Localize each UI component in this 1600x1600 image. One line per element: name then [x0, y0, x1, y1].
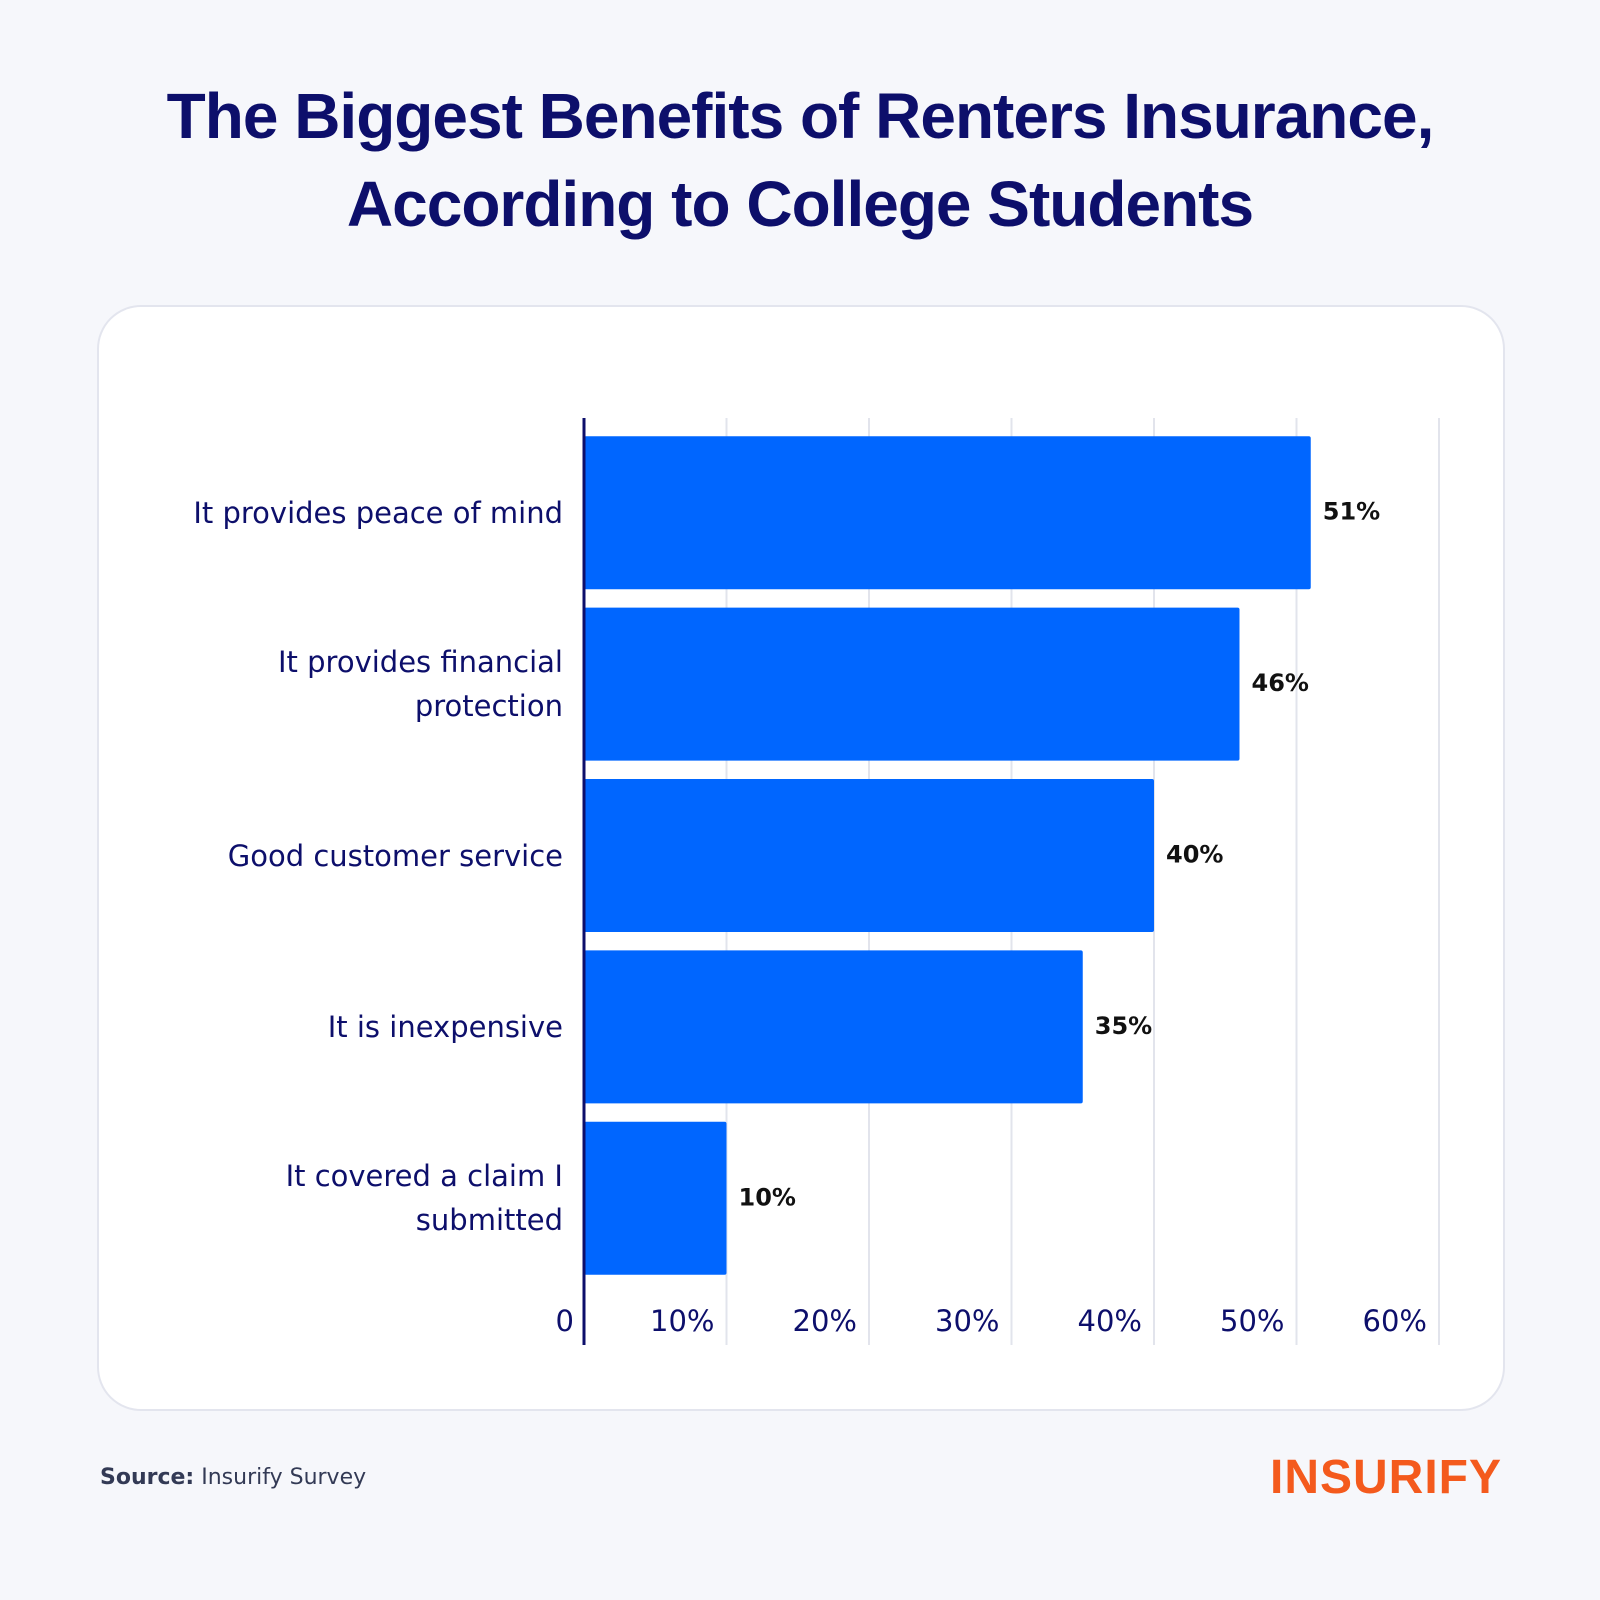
- value-label: 35%: [1095, 1012, 1152, 1040]
- source-text: Insurify Survey: [201, 1465, 367, 1490]
- x-tick-label: 20%: [793, 1304, 857, 1338]
- category-label: It provides peace of mind: [193, 495, 563, 530]
- bar: [584, 950, 1083, 1104]
- bar: [584, 436, 1311, 590]
- category-label: It provides financial protection: [277, 645, 563, 724]
- chart-title: The Biggest Benefits of Renters Insuranc…: [166, 80, 1435, 240]
- value-label: 10%: [739, 1183, 796, 1211]
- source: Source: Insurify Survey: [100, 1465, 366, 1490]
- bar: [584, 607, 1240, 761]
- value-label: 46%: [1252, 669, 1309, 697]
- category-label: It covered a claim I submitted: [285, 1159, 563, 1238]
- value-label: 51%: [1323, 498, 1380, 526]
- x-tick-label: 10%: [650, 1304, 714, 1338]
- x-tick-label: 40%: [1078, 1304, 1142, 1338]
- bar: [584, 779, 1154, 932]
- brand-logo: INSURIFY: [1269, 1451, 1502, 1504]
- bar: [584, 1121, 727, 1275]
- x-tick-label: 30%: [935, 1304, 999, 1338]
- x-tick-label: 60%: [1363, 1304, 1427, 1338]
- x-tick-label: 0: [556, 1304, 574, 1338]
- source-label: Source:: [100, 1465, 195, 1490]
- category-label: It is inexpensive: [327, 1009, 563, 1044]
- value-label: 40%: [1166, 841, 1223, 869]
- category-label: Good customer service: [227, 838, 563, 873]
- x-tick-label: 50%: [1220, 1304, 1284, 1338]
